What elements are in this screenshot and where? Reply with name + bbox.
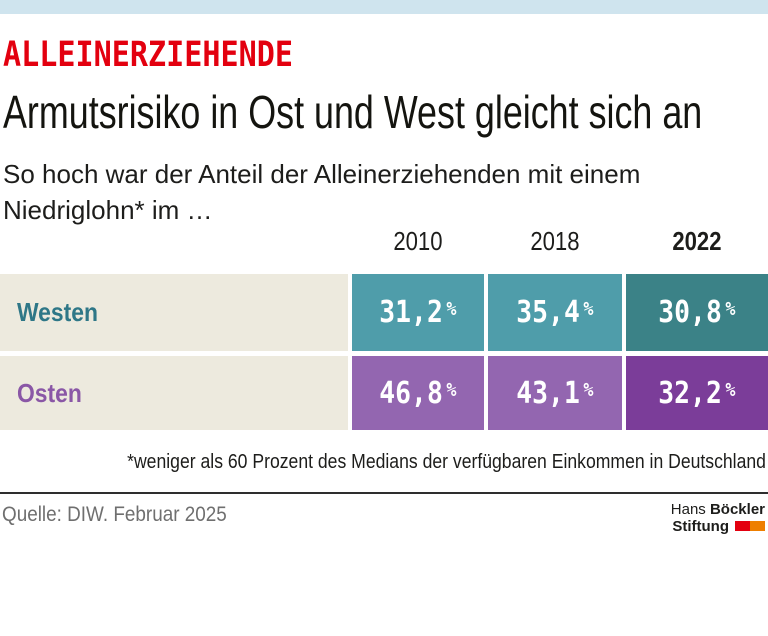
logo-line-1: Hans Böckler [670, 501, 765, 518]
row-label-osten: Osten [0, 356, 348, 430]
logo-line-2: Stiftung [671, 518, 765, 535]
percent-sign: % [446, 378, 457, 401]
source-text: Quelle: DIW. Februar 2025 [2, 503, 227, 526]
cell-westen-2018-value: 35,4 [516, 295, 580, 330]
hans-boeckler-stiftung-logo: Hans Böckler Stiftung [671, 501, 765, 535]
cell-westen-2010-value: 31,2 [379, 295, 443, 330]
year-header-row: 2010 2018 2022 [0, 226, 768, 256]
row-label-osten-text: Osten [17, 377, 82, 408]
cell-osten-2022-value: 32,2 [658, 375, 722, 411]
row-label-westen: Westen [0, 274, 348, 351]
cell-westen-2022: 30,8% [626, 274, 768, 351]
year-header-2018: 2018 [530, 226, 580, 256]
year-header-spacer [0, 226, 348, 256]
cell-osten-2010: 46,8% [352, 356, 484, 430]
logo-orange-square-icon [750, 521, 765, 531]
footnote: *weniger als 60 Prozent des Medians der … [127, 451, 766, 473]
footer-divider [0, 492, 768, 494]
percent-sign: % [446, 298, 457, 320]
data-table: Westen 31,2% 35,4% 30,8% Osten 46,8% 43,… [0, 274, 768, 430]
percent-sign: % [725, 378, 736, 401]
year-header-2022: 2022 [672, 226, 722, 256]
percent-sign: % [725, 298, 736, 320]
percent-sign: % [583, 298, 594, 320]
subtitle: So hoch war der Anteil der Alleinerziehe… [3, 159, 641, 225]
cell-osten-2018: 43,1% [488, 356, 622, 430]
cell-westen-2010: 31,2% [352, 274, 484, 351]
percent-sign: % [583, 378, 594, 401]
logo-red-square-icon [735, 521, 750, 531]
cell-osten-2010-value: 46,8 [379, 375, 443, 411]
kicker-label: ALLEINERZIEHENDE [3, 35, 293, 75]
page-title: Armutsrisiko in Ost und West gleicht sic… [3, 86, 703, 138]
cell-westen-2022-value: 30,8 [658, 295, 722, 330]
top-accent-bar [0, 0, 768, 14]
cell-osten-2022: 32,2% [626, 356, 768, 430]
cell-osten-2018-value: 43,1 [516, 375, 580, 411]
year-header-2010: 2010 [393, 226, 443, 256]
row-label-westen-text: Westen [17, 297, 98, 327]
cell-westen-2018: 35,4% [488, 274, 622, 351]
